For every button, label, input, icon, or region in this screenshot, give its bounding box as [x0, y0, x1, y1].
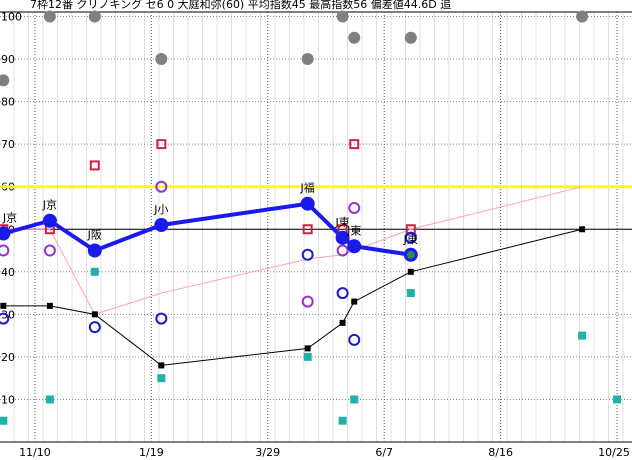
marker: [351, 298, 358, 305]
x-tick-label: 10/25: [598, 446, 630, 459]
point-label: J小: [153, 203, 168, 216]
marker: [301, 295, 314, 308]
marker: [45, 395, 54, 404]
marker: [406, 289, 415, 298]
marker: [304, 345, 311, 352]
marker: [407, 268, 414, 275]
y-tick-label: 90: [1, 53, 15, 66]
marker: [404, 231, 417, 244]
marker: [157, 374, 166, 383]
x-tick-label: 11/10: [19, 446, 51, 459]
marker: [300, 196, 315, 211]
marker: [338, 416, 347, 425]
marker: [406, 250, 415, 259]
marker: [155, 312, 168, 325]
x-tick-label: 1/19: [139, 446, 164, 459]
chart-title: 7枠12番 クリノキング セ6 0 大庭和弥(60) 平均指数45 最高指数56…: [30, 0, 451, 11]
marker: [42, 213, 57, 228]
marker: [88, 321, 101, 334]
marker: [336, 10, 349, 23]
marker: [348, 333, 361, 346]
marker: [43, 10, 56, 23]
marker: [349, 139, 360, 150]
marker: [87, 243, 102, 258]
marker: [91, 311, 98, 318]
y-tick-label: 80: [1, 96, 15, 109]
x-tick-label: 3/29: [255, 446, 280, 459]
y-tick-label: 10: [1, 393, 15, 406]
marker: [156, 139, 167, 150]
marker: [339, 319, 346, 326]
marker: [336, 287, 349, 300]
marker: [90, 267, 99, 276]
point-label: J東: [346, 224, 361, 237]
x-tick-label: 6/7: [375, 446, 393, 459]
point-label: J京: [42, 198, 57, 212]
marker: [0, 416, 8, 425]
marker: [348, 201, 361, 214]
marker: [336, 244, 349, 257]
y-tick-label: 100: [1, 11, 22, 24]
marker: [303, 352, 312, 361]
marker: [0, 312, 10, 325]
marker: [404, 31, 417, 44]
point-label: J東: [403, 233, 418, 246]
marker: [88, 10, 101, 23]
y-tick-label: 70: [1, 138, 15, 151]
marker: [302, 224, 313, 235]
marker: [301, 53, 314, 66]
marker: [576, 10, 589, 23]
marker: [613, 395, 622, 404]
marker: [579, 226, 586, 233]
y-tick-label: 20: [1, 351, 15, 364]
y-tick-label: 40: [1, 266, 15, 279]
marker: [0, 302, 7, 309]
marker: [155, 180, 168, 193]
marker: [46, 302, 53, 309]
marker: [350, 395, 359, 404]
x-tick-label: 8/16: [488, 446, 513, 459]
marker: [0, 226, 11, 241]
marker: [158, 362, 165, 369]
marker: [335, 230, 350, 245]
marker: [0, 244, 10, 257]
marker: [155, 53, 168, 66]
marker: [348, 31, 361, 44]
point-label: J阪: [87, 228, 102, 242]
point-label: J京: [2, 211, 17, 225]
marker: [0, 74, 10, 87]
fine-grid: [0, 12, 632, 442]
point-label: J福: [300, 181, 315, 195]
marker: [43, 244, 56, 257]
marker: [347, 239, 362, 254]
marker: [578, 331, 587, 340]
marker: [154, 217, 169, 232]
marker: [89, 160, 100, 171]
point-label: J東: [334, 216, 349, 229]
marker: [301, 248, 314, 261]
